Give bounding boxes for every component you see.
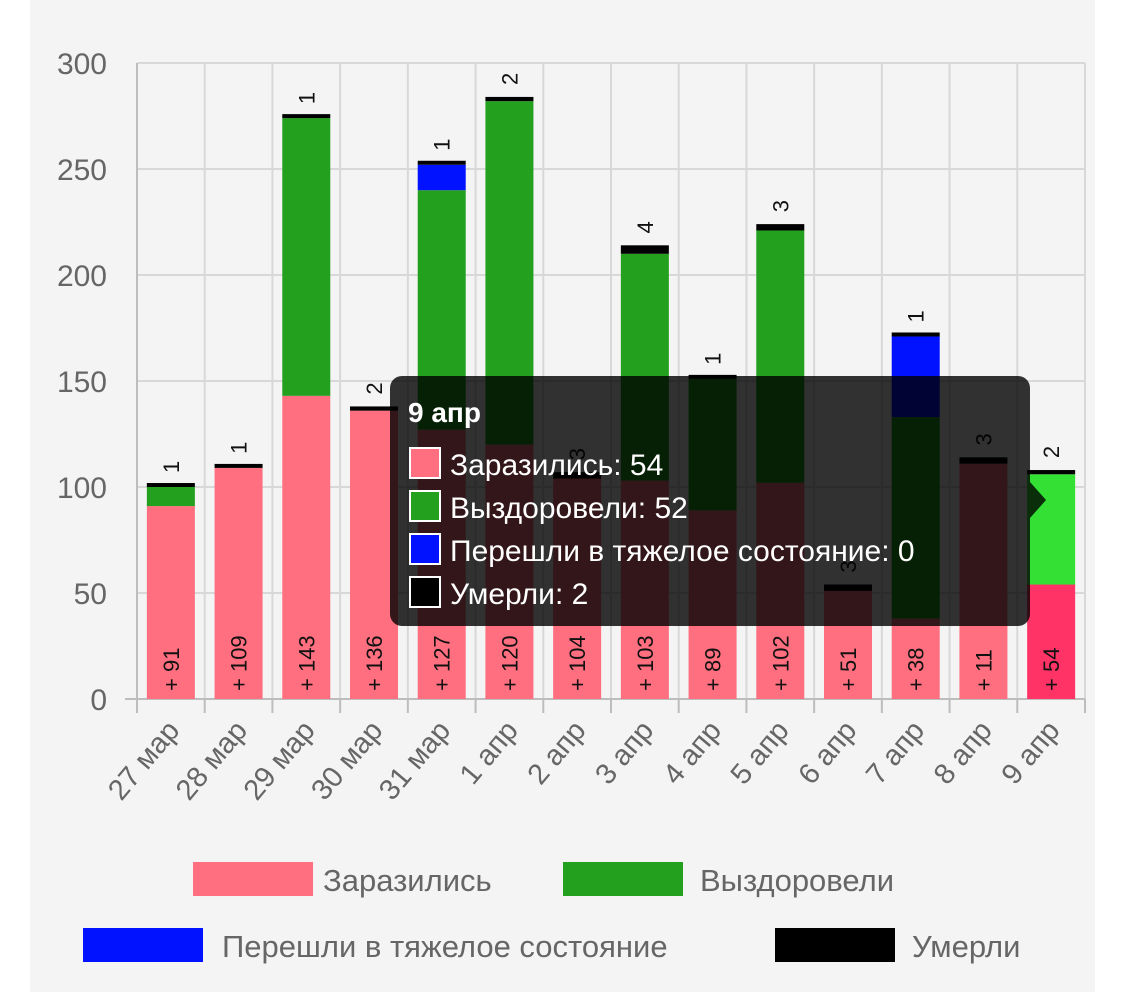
y-tick-label: 150 bbox=[57, 366, 107, 399]
x-tick-label: 4 апр bbox=[657, 715, 728, 791]
stacked-bar-chart: 0 50 100 150 200 250 300 1 + 91 27 мар 1 + 109 28 ма… bbox=[57, 48, 1086, 964]
x-tick-label: 8 апр bbox=[928, 715, 999, 791]
tooltip-item: Выздоровели: 52 bbox=[450, 492, 688, 525]
y-tick-label: 250 bbox=[57, 154, 107, 187]
tooltip-swatch bbox=[409, 533, 441, 565]
bar-value-label: + 103 bbox=[633, 635, 658, 691]
tooltip-swatch bbox=[409, 447, 441, 479]
x-tick-label: 9 апр bbox=[996, 715, 1067, 791]
legend-swatch bbox=[193, 862, 313, 896]
bar-top-label: 2 bbox=[1039, 446, 1064, 458]
bar-segment bbox=[891, 332, 940, 337]
bar-segment bbox=[146, 506, 195, 699]
y-tick-label: 50 bbox=[74, 578, 107, 611]
bar-segment bbox=[1027, 470, 1076, 475]
bar-segment bbox=[214, 463, 263, 468]
legend-swatch bbox=[563, 862, 683, 896]
x-tick-label: 28 мар bbox=[170, 715, 254, 806]
legend-label: Заразились bbox=[323, 863, 492, 898]
bar-value-label: + 54 bbox=[1039, 648, 1064, 691]
bar-segment bbox=[417, 164, 466, 191]
bar-segment bbox=[282, 118, 331, 396]
x-tick-label: 7 апр bbox=[860, 715, 931, 791]
bar-segment bbox=[146, 483, 195, 487]
bar-top-label: 1 bbox=[904, 310, 929, 322]
bar-segment bbox=[214, 467, 263, 699]
legend-label: Выздоровели bbox=[700, 863, 894, 898]
bar-value-label: + 136 bbox=[362, 635, 387, 691]
bar-top-label: 3 bbox=[768, 200, 793, 212]
bar-segment bbox=[146, 487, 195, 507]
x-tick-label: 3 апр bbox=[589, 715, 660, 791]
bar-value-label: + 127 bbox=[430, 635, 455, 691]
bar-value-label: + 51 bbox=[836, 648, 861, 691]
chart-panel: 0 50 100 150 200 250 300 1 + 91 27 мар 1 + 109 28 ма… bbox=[30, 0, 1095, 992]
x-tick-label: 5 апр bbox=[725, 715, 796, 791]
bar-value-label: + 102 bbox=[768, 635, 793, 691]
tooltip-swatch bbox=[409, 576, 441, 608]
y-tick-label: 100 bbox=[57, 472, 107, 505]
bar-value-label: + 91 bbox=[159, 648, 184, 691]
y-tick-label: 300 bbox=[57, 48, 107, 81]
bar-top-label: 4 bbox=[633, 221, 658, 233]
x-tick-label: 30 мар bbox=[305, 715, 389, 806]
tooltip-swatch bbox=[409, 490, 441, 522]
x-tick-label: 6 апр bbox=[792, 715, 863, 791]
legend-swatch bbox=[775, 928, 895, 962]
bar-segment bbox=[485, 96, 534, 102]
bar-segment bbox=[282, 114, 331, 119]
tooltip-item: Умерли: 2 bbox=[450, 578, 588, 611]
bar-value-label: + 120 bbox=[497, 635, 522, 691]
bar-value-label: + 11 bbox=[971, 649, 996, 691]
x-tick-label: 31 мар bbox=[373, 715, 457, 806]
y-tick-label: 0 bbox=[90, 684, 107, 717]
bar-value-label: + 104 bbox=[565, 635, 590, 691]
bar-segment bbox=[891, 618, 940, 699]
bar-top-label: 2 bbox=[497, 73, 522, 85]
bar-top-label: 1 bbox=[227, 442, 252, 454]
x-tick-label: 29 мар bbox=[238, 715, 322, 806]
bar-top-label: 1 bbox=[430, 139, 455, 151]
bar-top-label: 2 bbox=[362, 382, 387, 394]
tooltip-caret bbox=[1030, 482, 1046, 518]
legend-swatch bbox=[83, 928, 203, 962]
bar-value-label: + 89 bbox=[701, 648, 726, 691]
y-tick-label: 200 bbox=[57, 260, 107, 293]
bar-top-label: 1 bbox=[159, 461, 184, 473]
bar-segment bbox=[417, 160, 466, 165]
bar-value-label: + 109 bbox=[227, 635, 252, 691]
bar-segment bbox=[282, 395, 331, 699]
x-tick-label: 2 апр bbox=[522, 715, 593, 791]
tooltip-title: 9 апр bbox=[408, 397, 481, 428]
bar-segment bbox=[620, 245, 669, 254]
bar-segment bbox=[756, 224, 805, 231]
tooltip-item: Заразились: 54 bbox=[450, 449, 663, 482]
x-tick-label: 27 мар bbox=[102, 715, 186, 806]
bar-segment bbox=[1027, 584, 1076, 699]
bar-top-label: 1 bbox=[701, 353, 726, 365]
legend-label: Умерли bbox=[912, 929, 1020, 964]
tooltip-item: Перешли в тяжелое состояние: 0 bbox=[450, 535, 915, 568]
bar-value-label: + 143 bbox=[294, 635, 319, 691]
bar-segment bbox=[350, 406, 398, 411]
tooltip-box bbox=[390, 376, 1030, 626]
bar-value-label: + 38 bbox=[904, 648, 929, 691]
legend-label: Перешли в тяжелое состояние bbox=[222, 929, 668, 964]
x-tick-label: 1 апр bbox=[454, 715, 525, 791]
bar-top-label: 1 bbox=[294, 92, 319, 104]
